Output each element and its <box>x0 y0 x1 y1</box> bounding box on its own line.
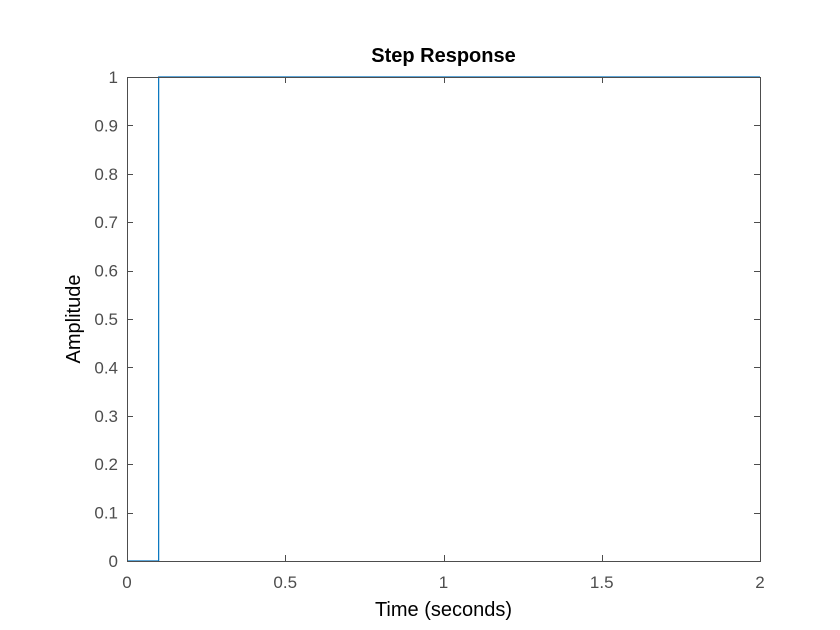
y-axis-label: Amplitude <box>63 275 85 364</box>
x-tick-label: 0 <box>122 573 131 592</box>
axes-box <box>127 77 761 562</box>
x-tick-label: 0.5 <box>273 573 297 592</box>
y-tick-label: 0.2 <box>94 455 118 474</box>
plot-area <box>127 77 760 561</box>
y-tick-label: 0.1 <box>94 504 118 523</box>
x-tick-label: 1 <box>439 573 448 592</box>
y-tick-label: 0.7 <box>94 213 118 232</box>
y-tick-label: 0.4 <box>94 358 118 377</box>
y-tick-label: 0.9 <box>94 116 118 135</box>
y-tick-label: 0.6 <box>94 262 118 281</box>
y-tick-label: 0.8 <box>94 165 118 184</box>
x-axis-label: Time (seconds) <box>375 599 512 621</box>
y-tick-label: 0 <box>109 552 118 571</box>
x-tick-label: 2 <box>755 573 764 592</box>
y-tick-label: 0.5 <box>94 310 118 329</box>
chart-title: Step Response <box>371 45 515 67</box>
x-tick-label: 1.5 <box>590 573 614 592</box>
y-tick-label: 1 <box>109 68 118 87</box>
y-tick-labels: 0 0.1 0.2 0.3 0.4 0.5 0.6 0.7 0.8 0.9 1 <box>94 68 118 571</box>
y-tick-label: 0.3 <box>94 407 118 426</box>
x-tick-labels: 0 0.5 1 1.5 2 <box>122 573 764 592</box>
